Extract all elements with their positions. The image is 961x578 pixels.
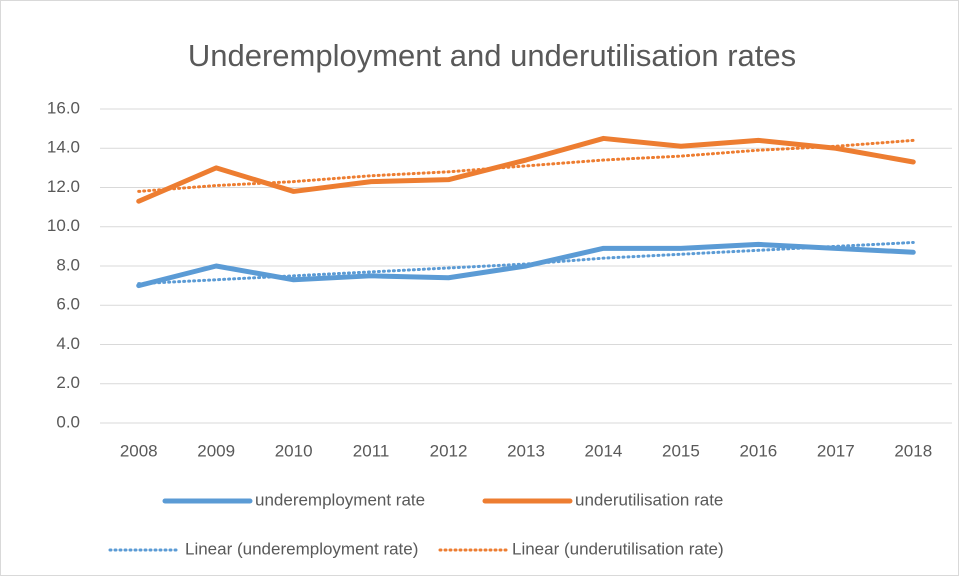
- y-tick-label: 12.0: [47, 177, 80, 196]
- x-tick-label: 2018: [894, 441, 932, 460]
- y-tick-label: 10.0: [47, 216, 80, 235]
- x-tick-label: 2010: [275, 441, 313, 460]
- legend-label: underutilisation rate: [575, 490, 723, 509]
- x-tick-label: 2009: [197, 441, 235, 460]
- legend-label: Linear (underemployment rate): [185, 539, 418, 558]
- y-tick-label: 6.0: [56, 295, 80, 314]
- y-tick-label: 4.0: [56, 334, 80, 353]
- x-tick-label: 2015: [662, 441, 700, 460]
- x-tick-label: 2014: [585, 441, 623, 460]
- y-tick-label: 2.0: [56, 373, 80, 392]
- x-tick-label: 2016: [739, 441, 777, 460]
- chart-title: Underemployment and underutilisation rat…: [188, 38, 796, 73]
- series-line: [136, 135, 916, 204]
- x-tick-label: 2011: [353, 441, 390, 460]
- y-tick-label: 14.0: [47, 138, 80, 157]
- series-line: [136, 241, 916, 289]
- y-tick-label: 8.0: [56, 255, 80, 274]
- x-tick-label: 2008: [120, 441, 158, 460]
- legend-label: Linear (underutilisation rate): [512, 539, 724, 558]
- x-tick-label: 2013: [507, 441, 545, 460]
- x-tick-label: 2012: [430, 441, 468, 460]
- legend-label: underemployment rate: [255, 490, 425, 509]
- x-tick-label: 2017: [817, 441, 855, 460]
- y-tick-label: 16.0: [47, 98, 80, 117]
- y-tick-label: 0.0: [56, 412, 80, 431]
